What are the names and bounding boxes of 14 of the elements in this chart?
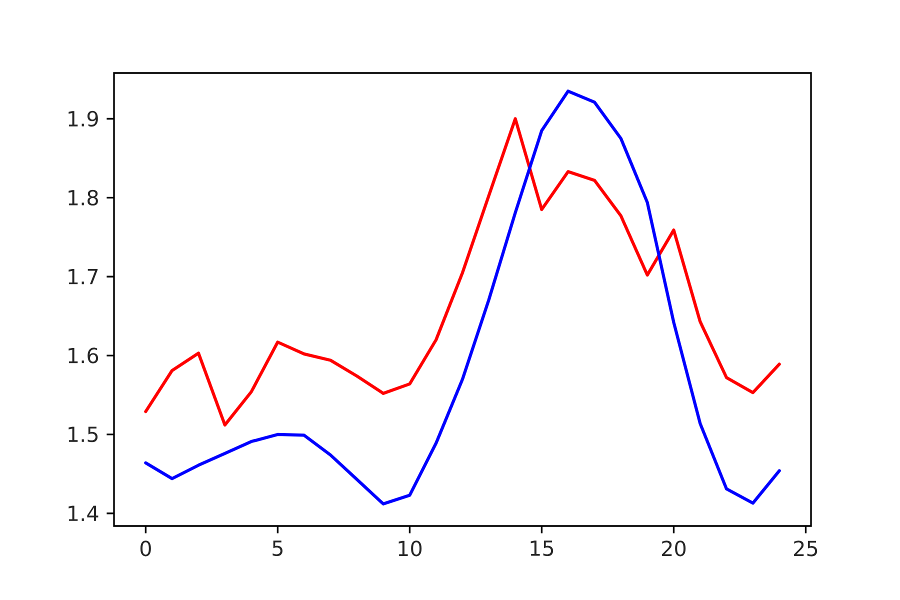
- y-tick-label: 1.4: [68, 506, 98, 521]
- x-tick-label: 15: [530, 540, 554, 556]
- y-tick-label: 1.9: [68, 110, 98, 127]
- y-tick-label: 1.6: [68, 348, 98, 364]
- x-tick-label: 20: [662, 540, 686, 556]
- y-tick-label: 1.7: [68, 269, 98, 284]
- x-tick-label: 0: [140, 540, 151, 556]
- x-tick-label: 25: [794, 540, 818, 556]
- x-tick-label: 5: [272, 540, 282, 556]
- y-tick-label: 1.8: [68, 190, 98, 206]
- line-series: [144, 117, 781, 427]
- y-tick-label: 1.5: [68, 426, 98, 442]
- x-tick-label: 10: [398, 540, 422, 556]
- line-series: [144, 90, 781, 506]
